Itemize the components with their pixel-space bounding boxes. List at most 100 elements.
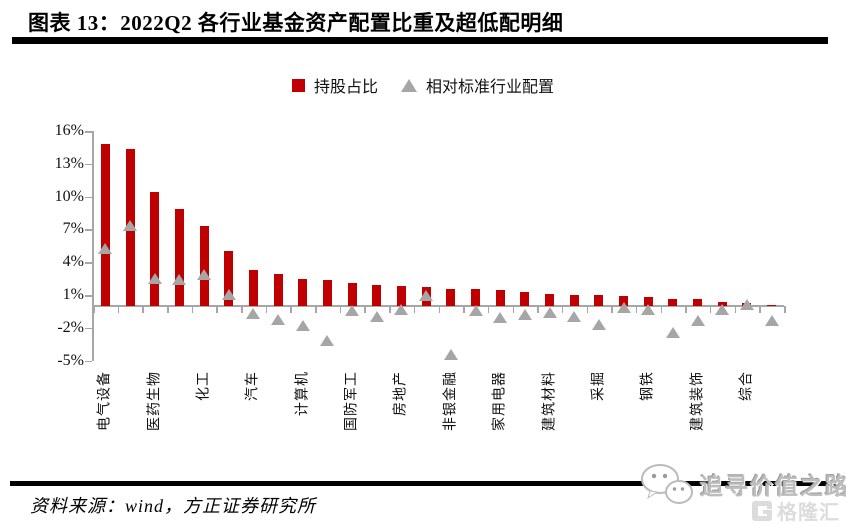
x-category-label: 化工 (196, 371, 212, 401)
x-axis-tick (315, 306, 317, 313)
triangle-marker (246, 307, 261, 319)
wechat-icon (641, 464, 693, 504)
bar (322, 279, 332, 306)
x-axis-tick (784, 306, 786, 313)
triangle-marker (591, 318, 606, 330)
bar (372, 285, 382, 306)
bar (298, 278, 308, 306)
gelonghui-g-icon (752, 500, 772, 521)
title-divider (12, 37, 828, 44)
x-axis-tick (635, 306, 638, 313)
triangle-marker (542, 306, 557, 318)
x-axis-tick (117, 306, 120, 313)
y-tick-label: 4% (62, 253, 84, 271)
x-axis-tick (512, 306, 515, 313)
bar (446, 288, 456, 306)
x-axis-tick (191, 306, 194, 313)
triangle-marker (172, 273, 187, 285)
triangle-marker (394, 304, 409, 316)
x-axis-tick (685, 306, 687, 313)
x-axis-tick (241, 306, 243, 313)
bar (668, 299, 678, 306)
triangle-marker (147, 272, 162, 284)
y-axis-tick (85, 262, 92, 264)
bar (619, 296, 629, 306)
triangle-marker (764, 315, 779, 327)
y-axis-tick (85, 196, 92, 199)
x-axis-tick (561, 306, 564, 313)
y-axis-tick (85, 295, 92, 297)
triangle-marker (98, 243, 113, 255)
bar (100, 144, 110, 306)
bar (471, 288, 481, 306)
x-axis-tick (759, 306, 761, 313)
bar (520, 291, 530, 306)
triangle-marker (271, 314, 286, 326)
y-axis-tick (85, 360, 92, 363)
triangle-marker (616, 302, 631, 314)
triangle-marker (665, 327, 680, 339)
bar (717, 301, 727, 306)
x-axis-tick (413, 306, 416, 313)
y-tick-label: -5% (57, 351, 84, 369)
x-category-label: 家用电器 (492, 371, 508, 431)
triangle-marker (567, 310, 582, 322)
watermark: 追寻价值之路 (640, 463, 846, 505)
bar-series-legend-marker-icon (291, 78, 305, 92)
x-axis-tick (586, 306, 589, 313)
triangle-series-legend-label: 相对标准行业配置 (426, 79, 555, 96)
x-axis-tick (339, 306, 342, 313)
x-axis-tick (364, 306, 366, 313)
triangle-marker (295, 319, 310, 331)
bar (767, 304, 777, 306)
x-category-label: 国防军工 (344, 371, 360, 431)
x-category-label: 医药生物 (147, 371, 163, 431)
bar (545, 293, 555, 306)
triangle-marker (369, 310, 384, 322)
bar (248, 269, 258, 306)
x-axis-tick (216, 306, 218, 313)
bar (396, 286, 406, 306)
triangle-marker (123, 220, 138, 232)
x-axis-tick (438, 306, 440, 313)
triangle-marker (221, 289, 236, 301)
x-axis-tick (389, 306, 391, 313)
source-note: 资料来源：wind，方正证券研究所 (30, 496, 317, 516)
bar (347, 283, 357, 306)
triangle-marker (641, 304, 656, 316)
y-axis-line (92, 131, 94, 361)
footer-divider (10, 481, 836, 486)
bar (150, 192, 160, 306)
triangle-marker (468, 305, 483, 317)
x-axis-tick (167, 306, 169, 313)
x-category-label: 钢铁 (640, 371, 656, 401)
x-axis-tick (734, 306, 737, 313)
chart-title: 图表 13：2022Q2 各行业基金资产配置比重及超低配明细 (28, 11, 564, 35)
x-axis-tick (93, 306, 95, 313)
gelonghui-logo-text: 格隆汇 (777, 502, 840, 524)
gelonghui-logo: 格隆汇 (752, 496, 840, 525)
x-axis-tick (537, 306, 539, 313)
x-axis-tick (290, 306, 292, 313)
x-category-label: 计算机 (295, 371, 311, 416)
bar (643, 297, 653, 306)
y-tick-label: 10% (54, 187, 84, 205)
y-axis-tick (85, 131, 92, 133)
bar (495, 289, 505, 306)
y-axis-tick (85, 229, 92, 231)
triangle-marker (690, 315, 705, 327)
bar (199, 226, 209, 306)
bar (174, 208, 184, 306)
triangle-marker (493, 312, 508, 324)
triangle-marker (517, 308, 532, 320)
x-axis-tick (660, 306, 663, 313)
bar (693, 299, 703, 306)
x-category-label: 建筑材料 (542, 371, 558, 431)
x-category-label: 电气设备 (97, 371, 113, 431)
bar (224, 251, 234, 306)
x-category-label: 房地产 (393, 371, 409, 416)
y-tick-label: -2% (57, 318, 84, 336)
x-axis-tick (487, 306, 490, 313)
triangle-marker (320, 334, 335, 346)
